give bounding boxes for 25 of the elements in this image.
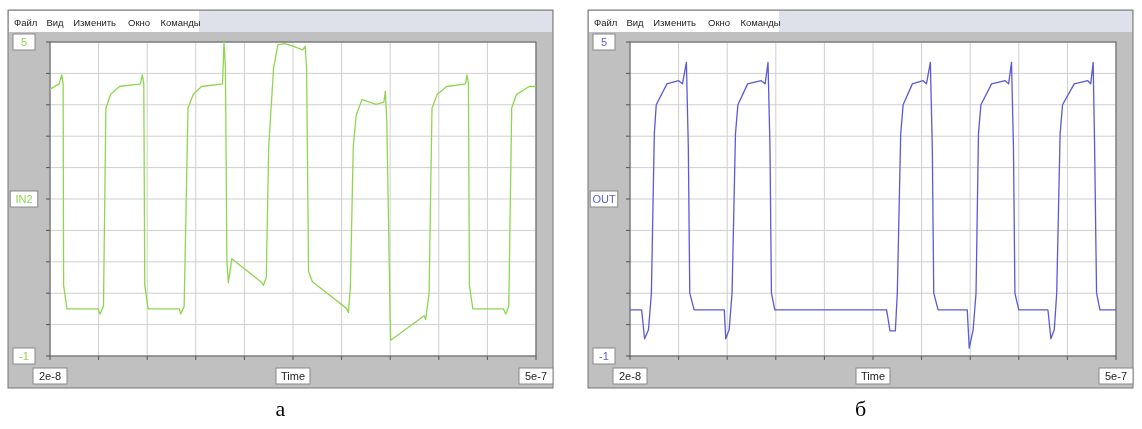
y-tick-label: 5	[20, 36, 28, 48]
text: Команды	[740, 17, 781, 28]
text: Вид	[46, 17, 65, 28]
text: Команды	[160, 17, 201, 28]
text: Файл	[594, 17, 618, 28]
text: Файл	[14, 17, 38, 28]
text: б	[854, 396, 867, 421]
text: Окно	[128, 17, 151, 28]
x-axis-title: Time	[280, 370, 306, 382]
y-axis-title: OUT	[592, 193, 616, 205]
line-series	[629, 61, 1117, 349]
x-tick-label: 2e-8	[38, 370, 62, 382]
text: а	[275, 396, 286, 421]
text: Вид	[626, 17, 645, 28]
text: Окно	[708, 17, 731, 28]
x-axis-title: Time	[860, 370, 886, 382]
x-tick-label: 5e-7	[1104, 370, 1128, 382]
y-tick-label: -1	[19, 350, 29, 362]
text: Изменить	[653, 17, 697, 28]
text: Изменить	[73, 17, 117, 28]
y-tick-label: -1	[599, 350, 609, 362]
y-axis-title: IN2	[15, 193, 33, 205]
y-tick-label: 5	[600, 36, 608, 48]
x-tick-label: 2e-8	[618, 370, 642, 382]
x-tick-label: 5e-7	[524, 370, 548, 382]
